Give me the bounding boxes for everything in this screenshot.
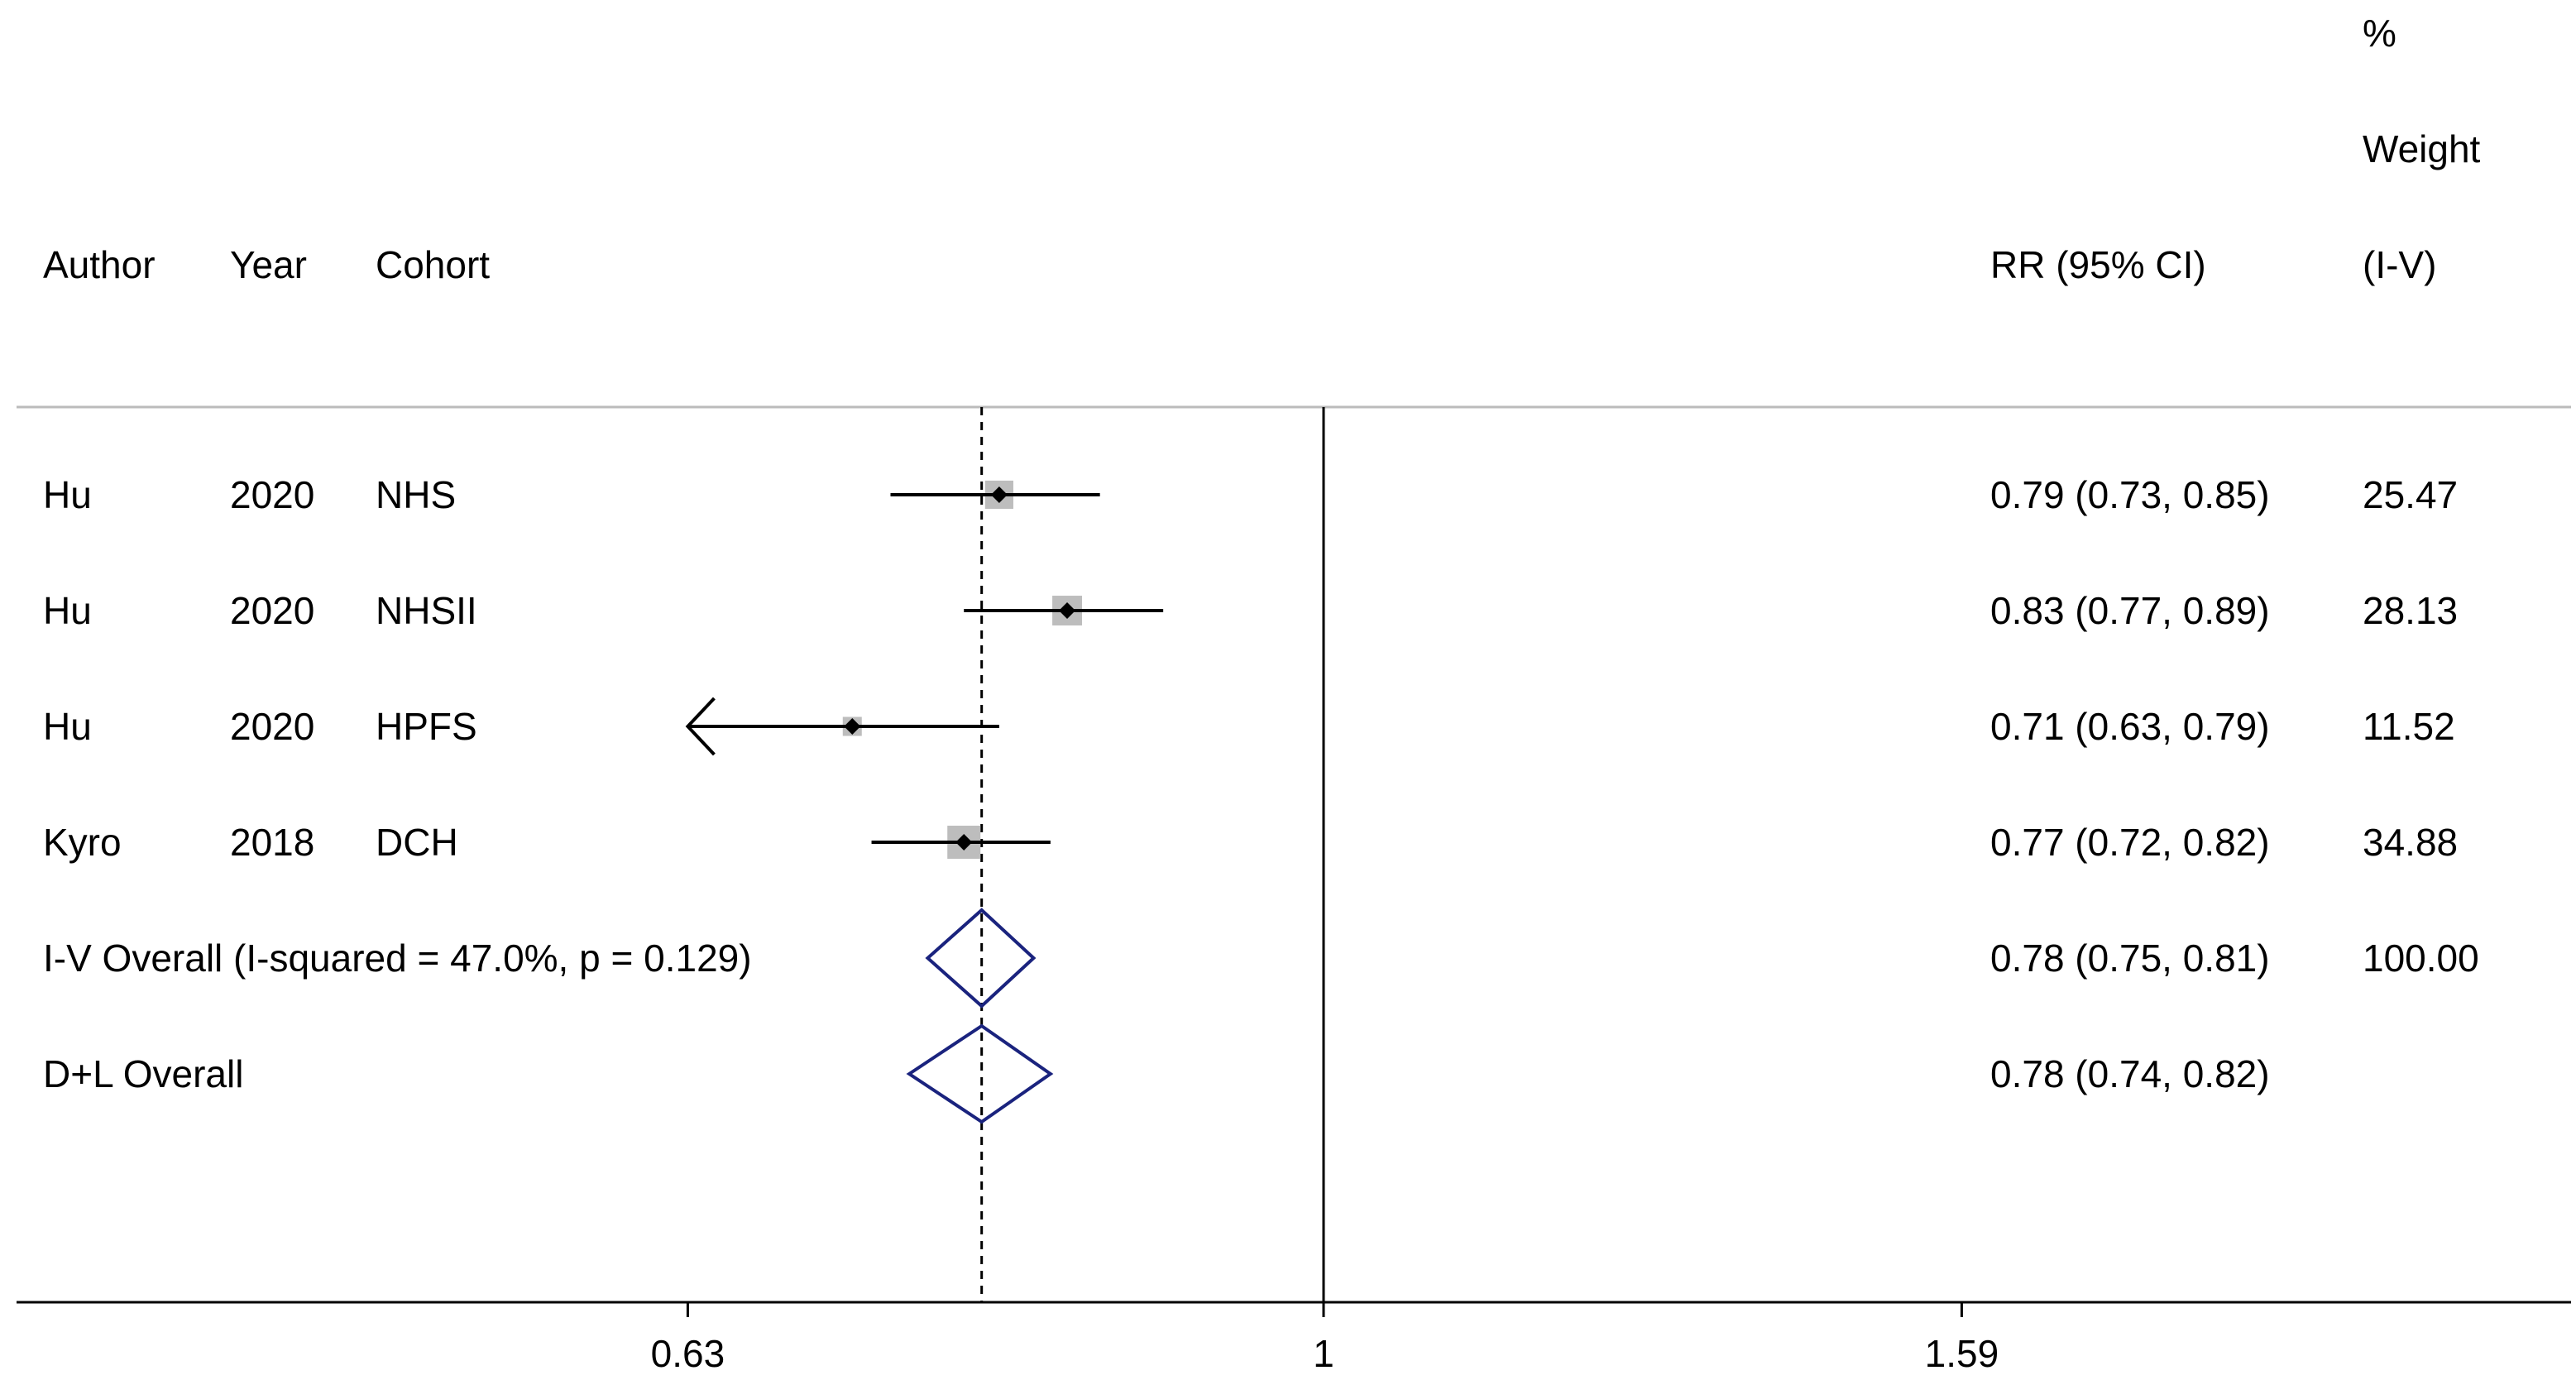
overall-diamond xyxy=(906,1023,1054,1124)
reference-lines xyxy=(980,407,1325,1302)
study-weight: 11.52 xyxy=(2363,705,2455,748)
study-author: Hu xyxy=(43,705,92,748)
study-rr-ci: 0.83 (0.77, 0.89) xyxy=(1990,589,2270,632)
study-cohort: DCH xyxy=(376,821,458,864)
point-estimate xyxy=(955,834,973,851)
study-row: Hu 2020 HPFS 0.71 (0.63, 0.79) 11.52 xyxy=(43,697,2455,756)
overall-rows: I-V Overall (I-squared = 47.0%, p = 0.12… xyxy=(43,908,2479,1124)
point-estimate xyxy=(990,486,1008,503)
study-cohort: NHSII xyxy=(376,589,477,632)
header-year: Year xyxy=(230,243,307,286)
study-weight: 28.13 xyxy=(2363,589,2458,632)
study-author: Hu xyxy=(43,473,92,516)
study-row: Hu 2020 NHS 0.79 (0.73, 0.85) 25.47 xyxy=(43,473,2458,516)
overall-rr-ci: 0.78 (0.75, 0.81) xyxy=(1990,937,2270,980)
x-axis: 0.63 1 1.59 xyxy=(17,1301,2571,1375)
study-row: Hu 2020 NHSII 0.83 (0.77, 0.89) 28.13 xyxy=(43,589,2458,632)
overall-weight: 100.00 xyxy=(2363,937,2479,980)
overall-row: D+L Overall 0.78 (0.74, 0.82) xyxy=(43,1023,2270,1124)
study-year: 2020 xyxy=(230,589,314,632)
study-author: Kyro xyxy=(43,821,122,864)
overall-diamond xyxy=(925,908,1037,1009)
study-rows: Hu 2020 NHS 0.79 (0.73, 0.85) 25.47 Hu 2020 NHS… xyxy=(43,473,2458,864)
x-tick-label: 1.59 xyxy=(1925,1332,1999,1375)
overall-label: I-V Overall (I-squared = 47.0%, p = 0.12… xyxy=(43,937,752,980)
study-year: 2020 xyxy=(230,473,314,516)
header-author: Author xyxy=(43,243,156,286)
header-cohort: Cohort xyxy=(376,243,490,286)
overall-rr-ci: 0.78 (0.74, 0.82) xyxy=(1990,1052,2270,1095)
study-year: 2018 xyxy=(230,821,314,864)
study-year: 2020 xyxy=(230,705,314,748)
study-cohort: NHS xyxy=(376,473,456,516)
point-estimate xyxy=(1059,602,1076,619)
header-weight-method: (I-V) xyxy=(2363,243,2436,286)
x-tick-label: 1 xyxy=(1313,1332,1334,1375)
study-weight: 34.88 xyxy=(2363,821,2458,864)
overall-row: I-V Overall (I-squared = 47.0%, p = 0.12… xyxy=(43,908,2479,1009)
point-estimate xyxy=(844,718,861,735)
overall-label: D+L Overall xyxy=(43,1052,243,1095)
study-row: Kyro 2018 DCH 0.77 (0.72, 0.82) 34.88 xyxy=(43,821,2458,864)
header-weight-percent: % xyxy=(2363,12,2396,55)
table-header: Author Year Cohort RR (95% CI) % Weight … xyxy=(43,12,2481,286)
study-rr-ci: 0.79 (0.73, 0.85) xyxy=(1990,473,2270,516)
ci-arrow-left xyxy=(685,697,716,756)
study-weight: 25.47 xyxy=(2363,473,2458,516)
study-cohort: HPFS xyxy=(376,705,477,748)
header-rr-ci: RR (95% CI) xyxy=(1990,243,2206,286)
study-author: Hu xyxy=(43,589,92,632)
study-rr-ci: 0.77 (0.72, 0.82) xyxy=(1990,821,2270,864)
x-tick-label: 0.63 xyxy=(651,1332,725,1375)
study-rr-ci: 0.71 (0.63, 0.79) xyxy=(1990,705,2270,748)
header-weight-label: Weight xyxy=(2363,127,2481,170)
